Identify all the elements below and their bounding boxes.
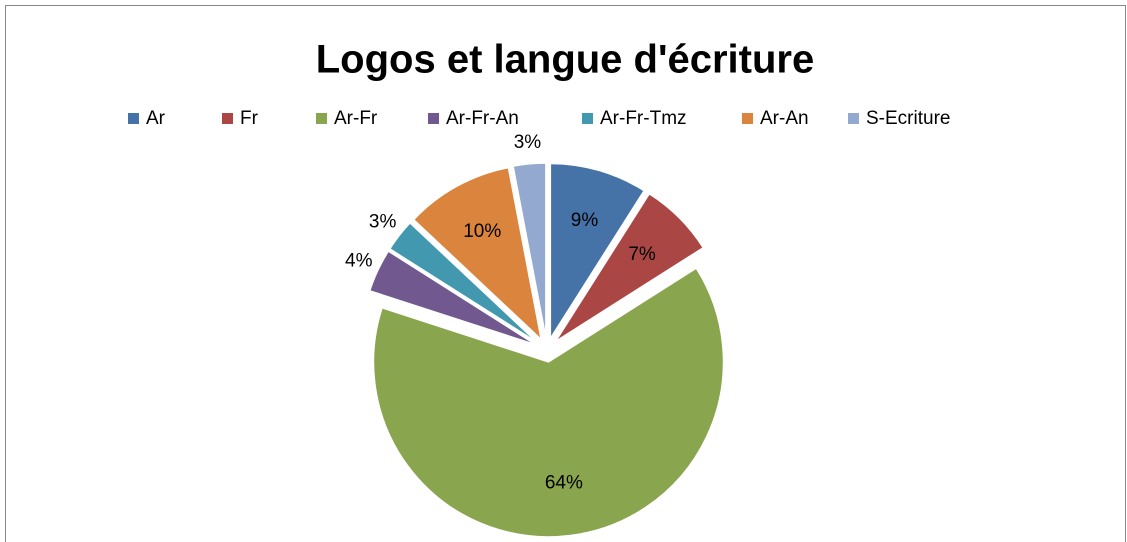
data-label: 10% — [463, 221, 501, 242]
data-label: 3% — [514, 132, 542, 153]
data-label: 3% — [369, 212, 397, 233]
legend-label: Ar-Fr-An — [446, 108, 519, 129]
chart-frame — [5, 5, 1126, 542]
legend-label: Ar-Fr — [334, 108, 378, 129]
data-label: 7% — [628, 244, 656, 265]
data-label: 64% — [545, 472, 583, 493]
legend-label: Fr — [240, 108, 259, 129]
pie-slice — [372, 267, 725, 538]
pie-slice — [388, 221, 539, 344]
legend-swatch — [428, 113, 439, 124]
chart-title: Logos et langue d'écriture — [316, 38, 814, 82]
legend-swatch — [316, 113, 327, 124]
legend-label: Ar — [146, 108, 166, 129]
legend-swatch — [222, 113, 233, 124]
pie-slice — [512, 162, 547, 339]
legend-swatch — [128, 113, 139, 124]
pie-slice — [554, 192, 705, 343]
pie-slice — [368, 250, 537, 346]
data-label: 9% — [571, 210, 599, 231]
pie-slice — [412, 166, 543, 342]
legend-label: S-Ecriture — [866, 108, 950, 129]
pie-slice — [549, 162, 646, 342]
legend-label: Ar-An — [760, 108, 809, 129]
data-label: 4% — [345, 250, 373, 271]
legend-swatch — [848, 113, 859, 124]
legend-label: Ar-Fr-Tmz — [600, 108, 687, 129]
legend-swatch — [742, 113, 753, 124]
legend-swatch — [582, 113, 593, 124]
